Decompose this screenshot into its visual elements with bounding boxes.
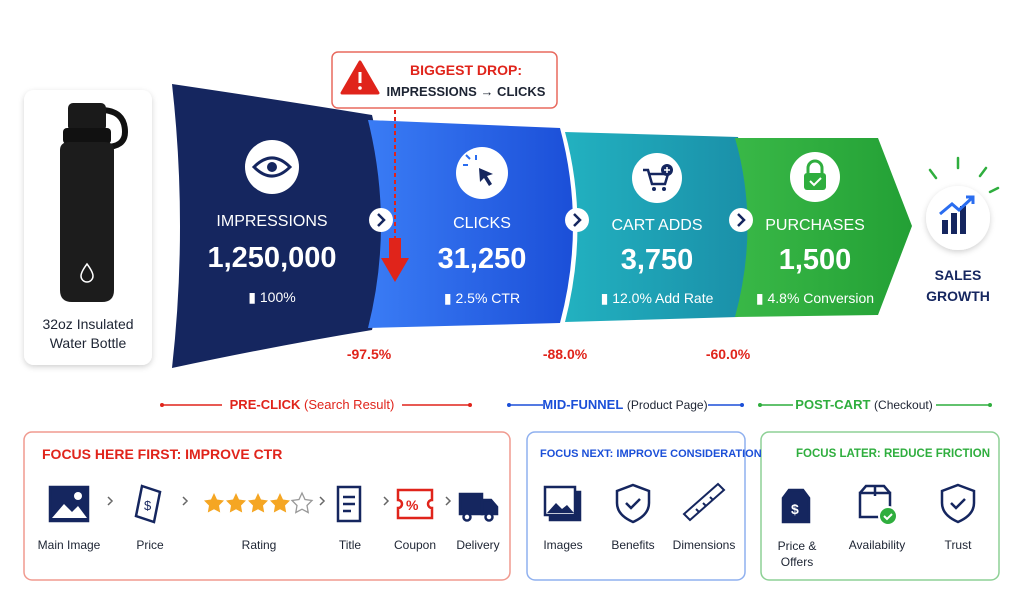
stage-shape: [565, 132, 750, 322]
stage-metric: ▮ 100%: [248, 289, 296, 305]
stage-value: 31,250: [437, 243, 527, 275]
panel: [526, 431, 746, 581]
drop-arrow: [381, 238, 409, 282]
stage-name: CART ADDS: [611, 217, 703, 234]
item-label: Trust: [944, 538, 972, 552]
callout-box: [331, 51, 558, 109]
stage-metric: ▮ 2.5% CTR: [443, 290, 521, 306]
phase-label: MID-FUNNEL (Product Page): [542, 397, 707, 412]
stage-value: 1,250,000: [207, 242, 337, 274]
drop-label: -60.0%: [705, 346, 751, 362]
svg-text:$: $: [144, 498, 152, 513]
stage-shape: [368, 120, 573, 328]
item-label: Title: [338, 538, 362, 552]
item-label: Benefits: [611, 538, 655, 552]
stage-value: 1,500: [778, 244, 852, 276]
phase-detail: (Search Result): [304, 397, 395, 412]
product-label: 32oz Insulated Water Bottle: [42, 316, 134, 351]
stage-name: CLICKS: [453, 215, 511, 232]
chevron: [565, 208, 589, 232]
panel: [23, 431, 511, 581]
stage-shape: [735, 138, 912, 317]
item-label: Price: [136, 538, 164, 552]
drop-label: -88.0%: [542, 346, 588, 362]
phase-name: MID-FUNNEL: [542, 397, 624, 412]
svg-text:$: $: [791, 501, 799, 517]
item-icons: [543, 482, 726, 524]
stage-metric: ▮ 12.0% Add Rate: [600, 290, 714, 306]
item-label: Rating: [241, 538, 277, 552]
item-label: Dimensions: [672, 538, 736, 552]
phase-lines: [160, 403, 992, 407]
chevron: [729, 208, 753, 232]
chevron: [369, 208, 393, 232]
item-label: Images: [543, 538, 583, 552]
stage-shape: [172, 84, 385, 368]
phase-name: POST-CART: [795, 397, 871, 412]
phase-name: PRE-CLICK: [229, 397, 301, 412]
stage-icon: [632, 153, 682, 203]
outcome-label: SALES GROWTH: [926, 267, 990, 304]
phase-detail: (Product Page): [626, 398, 708, 412]
stage-name: IMPRESSIONS: [216, 213, 328, 230]
callout-text: IMPRESSIONS → CLICKS: [386, 84, 546, 99]
metric-text: 100%: [259, 289, 296, 305]
item-label: Coupon: [393, 538, 437, 552]
item-label: Delivery: [456, 538, 500, 552]
phase-detail: (Checkout): [874, 398, 933, 412]
drop-label: -97.5%: [346, 346, 392, 362]
metric-text: 12.0% Add Rate: [612, 290, 714, 306]
panel-title: FOCUS HERE FIRST: IMPROVE CTR: [42, 446, 283, 462]
growth-icon: [926, 156, 1000, 250]
callout-title: BIGGEST DROP:: [409, 62, 523, 78]
item-icons: $ %: [48, 484, 499, 524]
svg-text:%: %: [406, 497, 419, 513]
item-icons: $: [781, 483, 976, 526]
bottle-icon: [60, 103, 129, 302]
rating-stars: [204, 491, 314, 514]
stage-value: 3,750: [620, 244, 694, 276]
panel-title: FOCUS NEXT: IMPROVE CONSIDERATION: [540, 448, 762, 460]
item-label: Availability: [848, 538, 906, 552]
panel-title: FOCUS LATER: REDUCE FRICTION: [796, 448, 991, 460]
phase-label: POST-CART (Checkout): [795, 397, 932, 412]
metric-text: 4.8% Conversion: [767, 290, 875, 306]
metric-text: 2.5% CTR: [455, 290, 521, 306]
item-label: Main Image: [37, 538, 101, 552]
stage-name: PURCHASES: [765, 217, 865, 234]
stage-metric: ▮ 4.8% Conversion: [755, 290, 875, 306]
phase-label: PRE-CLICK (Search Result): [230, 397, 395, 412]
item-label: Price & Offers: [777, 539, 817, 569]
